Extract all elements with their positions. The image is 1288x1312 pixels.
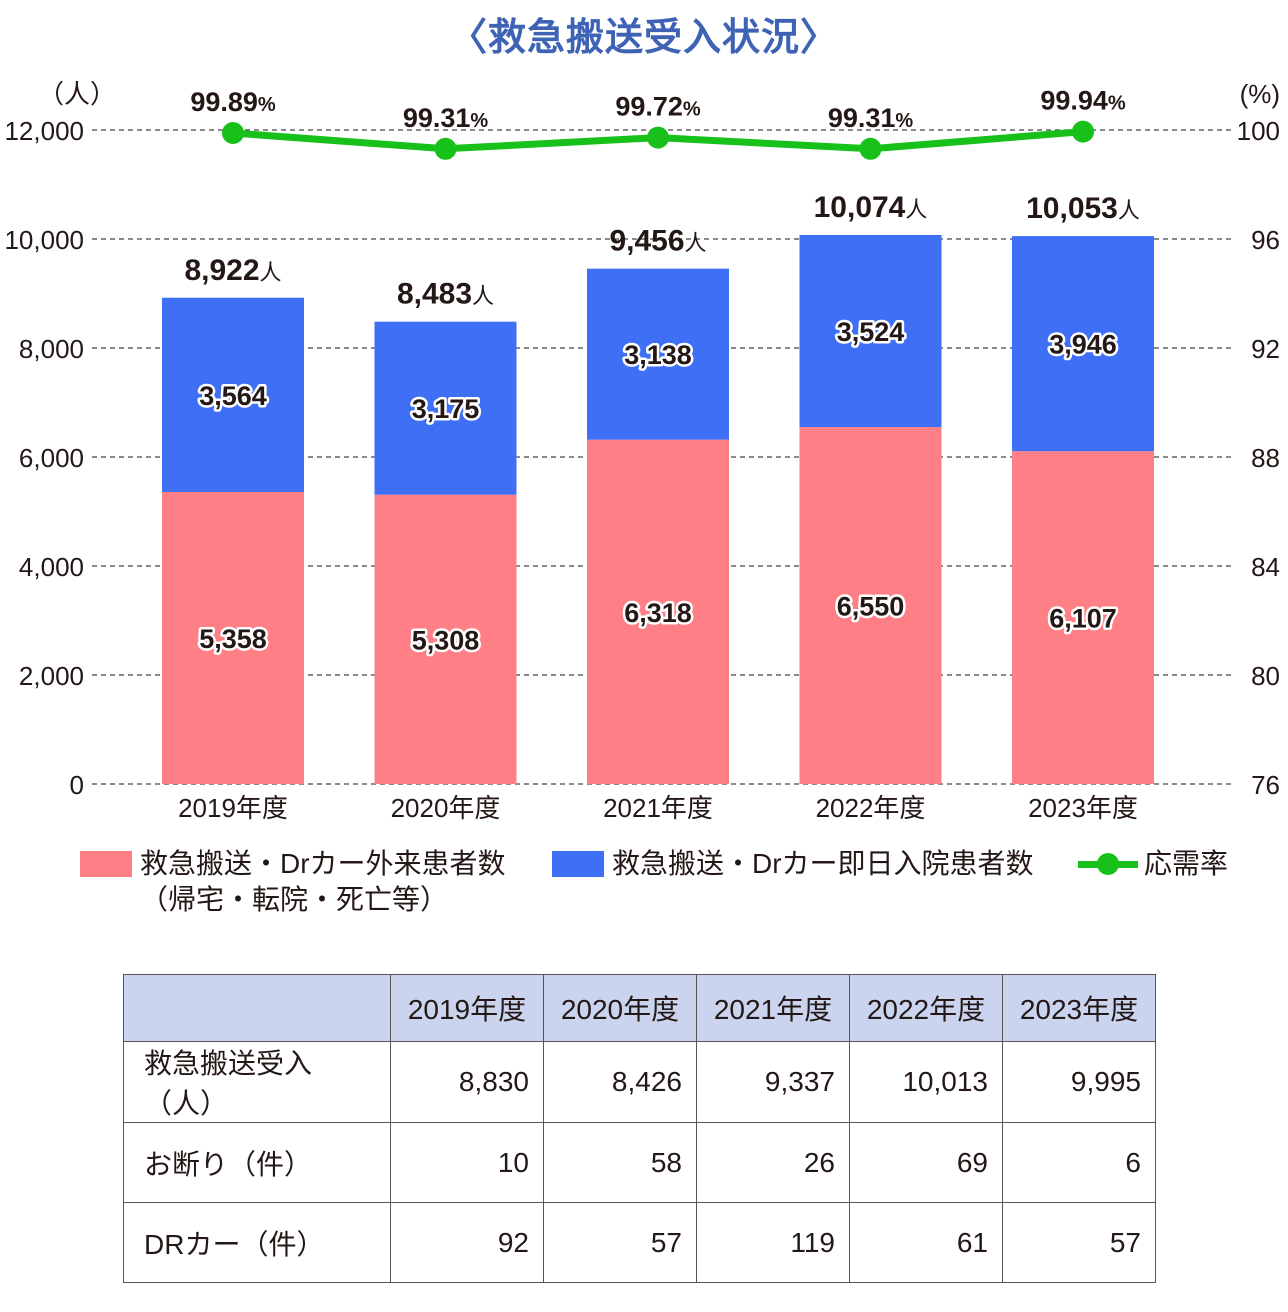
table-header-cell: 2020年度 — [543, 974, 697, 1042]
x-tick-label: 2022年度 — [816, 793, 926, 823]
table-cell: 61 — [849, 1202, 1003, 1283]
data-label-outpatient: 5,358 — [199, 624, 267, 654]
legend-item-inpatient: 救急搬送・Drカー即日入院患者数 — [552, 846, 1034, 882]
y-left-tick-label: 6,000 — [19, 443, 84, 473]
y-right-tick-label: 84 — [1251, 552, 1280, 582]
y-left-tick-label: 8,000 — [19, 334, 84, 364]
table-row: DRカー（件） 92 57 119 61 57 — [123, 1202, 1156, 1283]
table-cell: 9,337 — [696, 1041, 850, 1123]
y-left-tick-label: 0 — [70, 770, 84, 800]
response-rate-point — [647, 126, 669, 149]
legend-item-response-rate: 応需率 — [1078, 846, 1228, 882]
total-label: 10,074人 — [814, 191, 928, 224]
table-header-cell: 2019年度 — [390, 974, 544, 1042]
table-row: 救急搬送受入（人） 8,830 8,426 9,337 10,013 9,995 — [123, 1041, 1156, 1123]
table-cell: 69 — [849, 1122, 1003, 1203]
data-label-outpatient: 6,107 — [1049, 604, 1117, 634]
legend-swatch-inpatient — [552, 851, 604, 877]
y-right-tick-label: 76 — [1251, 770, 1280, 800]
table-cell: 6 — [1002, 1122, 1156, 1203]
data-label-inpatient: 3,175 — [412, 394, 480, 424]
legend-label-outpatient-note: （帰宅・転院・死亡等） — [140, 884, 449, 915]
table-header-row: 2019年度 2020年度 2021年度 2022年度 2023年度 — [123, 974, 1156, 1042]
legend-label-inpatient: 救急搬送・Drカー即日入院患者数 — [612, 848, 1034, 879]
y-left-tick-label: 2,000 — [19, 661, 84, 691]
total-label: 8,922人 — [184, 254, 281, 287]
x-tick-label: 2021年度 — [603, 793, 713, 823]
table-cell: 8,830 — [390, 1041, 544, 1123]
response-rate-label: 99.72% — [615, 92, 701, 122]
data-label-inpatient: 3,564 — [199, 381, 267, 411]
table-cell: 26 — [696, 1122, 850, 1203]
bar-inpatient — [162, 297, 304, 492]
y-right-tick-label: 88 — [1251, 443, 1280, 473]
y-right-axis-label: (%) — [1240, 79, 1280, 109]
bar-inpatient — [1012, 236, 1154, 452]
x-tick-label: 2020年度 — [391, 793, 501, 823]
data-label-inpatient: 3,524 — [837, 317, 905, 347]
y-right-tick-label: 92 — [1251, 334, 1280, 364]
y-right-tick-label: 80 — [1251, 661, 1280, 691]
total-label: 10,053人 — [1026, 192, 1140, 225]
bar-outpatient — [374, 494, 517, 784]
response-rate-point — [434, 137, 457, 160]
legend-item-outpatient: 救急搬送・Drカー外来患者数 （帰宅・転院・死亡等） — [80, 846, 506, 918]
table-cell: 10,013 — [849, 1041, 1003, 1123]
bar-outpatient — [799, 427, 942, 784]
y-left-axis-label: （人） — [38, 79, 116, 109]
table-cell: 8,426 — [543, 1041, 697, 1123]
chart-title: 〈救急搬送受入状況〉 — [448, 17, 839, 59]
response-rate-point — [1072, 120, 1094, 143]
data-label-inpatient: 3,138 — [624, 340, 692, 370]
bar-inpatient — [374, 321, 517, 495]
y-left-tick-label: 4,000 — [19, 552, 84, 582]
table-cell: 119 — [696, 1202, 850, 1283]
y-left-tick-label: 12,000 — [4, 116, 84, 146]
data-table: 2019年度 2020年度 2021年度 2022年度 2023年度 救急搬送受… — [123, 974, 1156, 1283]
response-rate-point — [222, 121, 244, 144]
bar-outpatient — [1012, 451, 1154, 784]
table-cell: 57 — [543, 1202, 697, 1283]
table-row-label: DRカー（件） — [123, 1202, 391, 1283]
legend-line-symbol — [1078, 846, 1138, 882]
data-label-outpatient: 6,318 — [624, 598, 692, 628]
bar-outpatient — [162, 491, 304, 784]
table-row: お断り（件） 10 58 26 69 6 — [123, 1122, 1156, 1203]
table-header-cell: 2021年度 — [696, 974, 850, 1042]
y-right-tick-label: 96 — [1251, 225, 1280, 255]
y-left-tick-label: 10,000 — [4, 225, 84, 255]
response-rate-point — [859, 137, 882, 160]
bar-inpatient — [799, 234, 942, 428]
response-rate-label: 99.31% — [828, 103, 914, 133]
x-tick-label: 2019年度 — [178, 793, 288, 823]
data-label-inpatient: 3,946 — [1049, 330, 1117, 360]
table-header-cell — [123, 974, 391, 1042]
table-cell: 10 — [390, 1122, 544, 1203]
table-row-label: お断り（件） — [123, 1122, 391, 1203]
legend-label-response-rate: 応需率 — [1144, 848, 1229, 879]
bar-inpatient — [587, 268, 729, 440]
total-label: 9,456人 — [609, 225, 706, 258]
table-cell: 58 — [543, 1122, 697, 1203]
y-right-tick-label: 100 — [1237, 116, 1280, 146]
response-rate-label: 99.31% — [403, 103, 489, 133]
table-cell: 92 — [390, 1202, 544, 1283]
bar-outpatient — [587, 439, 729, 784]
data-label-outpatient: 6,550 — [837, 592, 905, 622]
response-rate-label: 99.89% — [190, 87, 276, 117]
legend-swatch-outpatient — [80, 851, 132, 877]
table-row-label: 救急搬送受入（人） — [123, 1041, 391, 1123]
x-tick-label: 2023年度 — [1028, 793, 1138, 823]
table-cell: 57 — [1002, 1202, 1156, 1283]
table-cell: 9,995 — [1002, 1041, 1156, 1123]
chart: 0 2,000 4,000 6,000 8,000 10,000 12,000 76 80 84 8… — [4, 79, 1280, 823]
response-rate-label: 99.94% — [1040, 86, 1126, 116]
table-header-cell: 2023年度 — [1002, 974, 1156, 1042]
legend-label-outpatient: 救急搬送・Drカー外来患者数 — [140, 848, 506, 879]
total-label: 8,483人 — [397, 278, 494, 311]
table-header-cell: 2022年度 — [849, 974, 1003, 1042]
data-label-outpatient: 5,308 — [412, 625, 480, 655]
